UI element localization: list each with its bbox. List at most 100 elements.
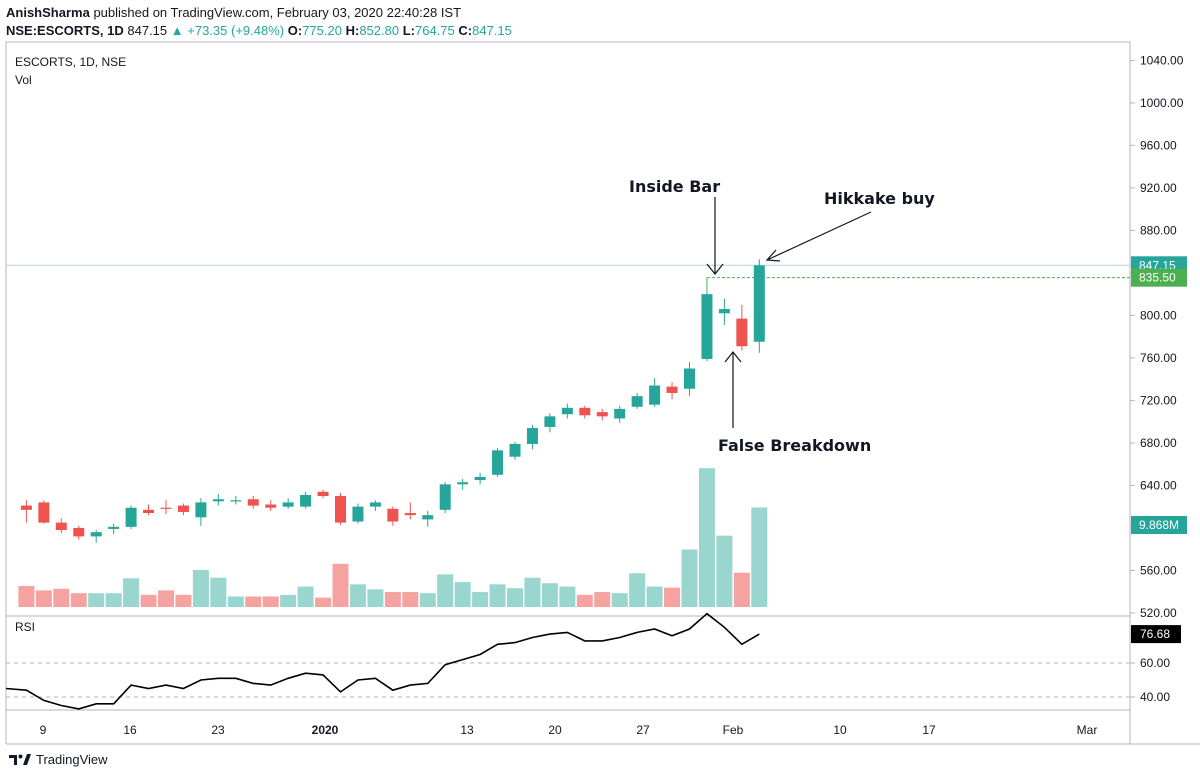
- vol-label: Vol: [15, 73, 32, 87]
- volume-bar: [158, 590, 174, 607]
- volume-bar: [297, 586, 314, 607]
- time-tick-label: Feb: [723, 723, 744, 737]
- candle-body: [614, 408, 626, 419]
- candle-body: [282, 502, 294, 507]
- candle-body: [457, 482, 469, 485]
- high-label: H:: [345, 23, 360, 38]
- candle-body: [230, 500, 242, 502]
- time-tick-label: 2020: [312, 723, 339, 737]
- rsi-label: RSI: [15, 620, 35, 634]
- time-axis-ticks: 9 16 23 2020 13 20 27 Feb 10 17 Mar: [40, 723, 1098, 737]
- price-change: +73.35 (+9.48%): [187, 23, 285, 38]
- volume-bar: [227, 596, 244, 607]
- tradingview-logo-icon: [9, 754, 31, 765]
- volume-bar: [262, 596, 279, 607]
- annotation-hikkake-buy: Hikkake buy: [824, 189, 935, 208]
- price-tick-label: 1000.00: [1140, 96, 1184, 110]
- price-tick-label: 800.00: [1140, 308, 1177, 322]
- candle-body: [55, 522, 67, 531]
- time-tick-label: 13: [460, 723, 474, 737]
- volume-bar: [489, 584, 506, 607]
- volume-bars: [18, 468, 768, 607]
- false-breakdown-arrow: [724, 351, 742, 428]
- volume-bar: [384, 592, 401, 607]
- price-tick-label: 880.00: [1140, 223, 1177, 237]
- time-tick-label: 10: [833, 723, 847, 737]
- volume-bar: [454, 582, 471, 607]
- rsi-line: [5, 612, 760, 710]
- author-name[interactable]: AnishSharma: [6, 5, 90, 20]
- last-price: 847.15: [127, 23, 168, 38]
- candle-body: [195, 502, 207, 518]
- footer-brand[interactable]: TradingView: [8, 751, 108, 767]
- candle-body: [561, 407, 573, 415]
- candle-body: [38, 502, 50, 523]
- volume-bar: [716, 535, 733, 607]
- price-tick-label: 760.00: [1140, 351, 1177, 365]
- candle-body: [352, 506, 364, 522]
- price-tick-label: 640.00: [1140, 478, 1177, 492]
- publish-info: published on TradingView.com, February 0…: [93, 5, 462, 20]
- price-tick-label: 680.00: [1140, 436, 1177, 450]
- volume-bar: [751, 507, 768, 607]
- symbol: NSE:ESCORTS, 1D: [6, 23, 124, 38]
- time-tick-label: 20: [548, 723, 562, 737]
- volume-bar: [681, 549, 698, 607]
- candles: [20, 259, 765, 543]
- candle-body: [317, 491, 329, 497]
- candle-body: [718, 309, 730, 314]
- price-tick-label: 960.00: [1140, 138, 1177, 152]
- candle-body: [544, 416, 556, 427]
- close-value: 847.15: [472, 23, 512, 38]
- volume-bar: [315, 597, 332, 607]
- candle-body: [701, 294, 713, 359]
- candle-body: [579, 407, 591, 416]
- volume-bar: [664, 587, 681, 607]
- time-tick-label: 17: [922, 723, 936, 737]
- candle-body: [684, 368, 695, 389]
- low-value: 764.75: [414, 23, 455, 38]
- volume-bar: [419, 593, 436, 607]
- annotations: Inside Bar Hikkake buy False Breakdown: [629, 177, 935, 455]
- volume-bar: [140, 594, 157, 607]
- candle-body: [369, 502, 381, 507]
- time-tick-label: 9: [40, 723, 47, 737]
- volume-bar: [507, 588, 523, 607]
- volume-bar: [698, 468, 715, 607]
- breakout-level-badge-bg: [1131, 268, 1187, 287]
- candle-body: [265, 504, 277, 508]
- volume-badge-bg: [1131, 516, 1187, 534]
- candle-body: [90, 532, 102, 537]
- volume-bar: [472, 592, 489, 607]
- volume-bar: [646, 586, 663, 607]
- volume-bar: [123, 578, 140, 607]
- candle-body: [73, 527, 85, 537]
- time-tick-label: Mar: [1077, 723, 1098, 737]
- price-tick-label: 920.00: [1140, 181, 1177, 195]
- rsi-line-group: 76.68: [5, 612, 1181, 710]
- candle-body: [335, 496, 346, 523]
- candle-body: [404, 513, 416, 516]
- volume-bar: [88, 593, 105, 607]
- candle-body: [247, 499, 259, 506]
- volume-bar: [192, 569, 209, 607]
- rsi-badge: 76.68: [1140, 627, 1170, 641]
- candle-body: [509, 443, 521, 457]
- candle-body: [177, 505, 189, 512]
- rsi-guides: 60.00 40.00: [6, 656, 1170, 704]
- volume-badge: 9.868M: [1139, 518, 1179, 532]
- candle-body: [474, 476, 486, 481]
- annotation-arrows: [706, 197, 872, 428]
- volume-bar: [210, 577, 227, 607]
- time-tick-label: 27: [636, 723, 650, 737]
- price-tick-label: 720.00: [1140, 393, 1177, 407]
- low-label: L:: [402, 23, 415, 38]
- rsi-tick-label: 40.00: [1140, 690, 1170, 704]
- candle-body: [125, 507, 137, 527]
- time-tick-label: 16: [123, 723, 137, 737]
- volume-bar: [576, 594, 593, 607]
- price-tick-label: 560.00: [1140, 563, 1177, 577]
- candle-body: [300, 494, 312, 507]
